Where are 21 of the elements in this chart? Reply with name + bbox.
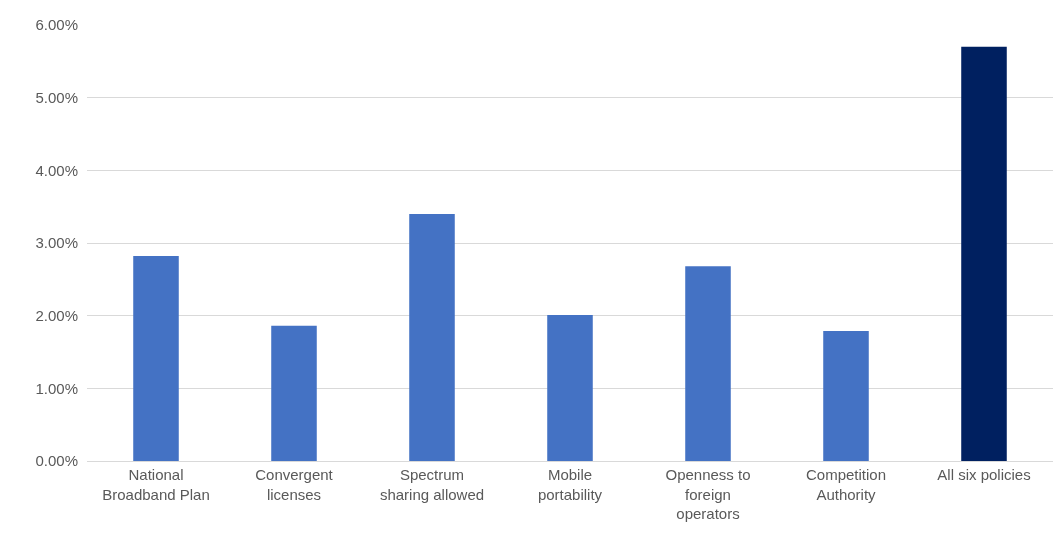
y-tick-label: 0.00% <box>35 452 78 470</box>
bar <box>685 266 731 461</box>
bar <box>271 325 317 461</box>
x-tick-label: Openness to foreign operators <box>665 466 751 522</box>
y-tick-label: 4.00% <box>35 161 78 179</box>
x-tick-label: Convergent licenses <box>255 466 334 503</box>
y-tick-label: 3.00% <box>35 234 78 252</box>
y-tick-label: 5.00% <box>35 88 78 106</box>
bar <box>409 213 455 461</box>
bar <box>547 314 593 461</box>
bar <box>823 330 869 461</box>
x-tick-label: Competition Authority <box>805 466 887 503</box>
x-tick-label: Spectrum sharing allowed <box>379 466 485 503</box>
x-tick-label: Mobile portability <box>537 466 603 503</box>
y-tick-label: 6.00% <box>35 16 78 34</box>
bar <box>961 46 1007 461</box>
bar <box>133 256 179 461</box>
y-tick-label: 1.00% <box>35 379 78 397</box>
x-tick-label: All six policies <box>937 466 1031 483</box>
y-tick-label: 2.00% <box>35 306 78 324</box>
x-tick-label: National Broadband Plan <box>102 466 210 503</box>
